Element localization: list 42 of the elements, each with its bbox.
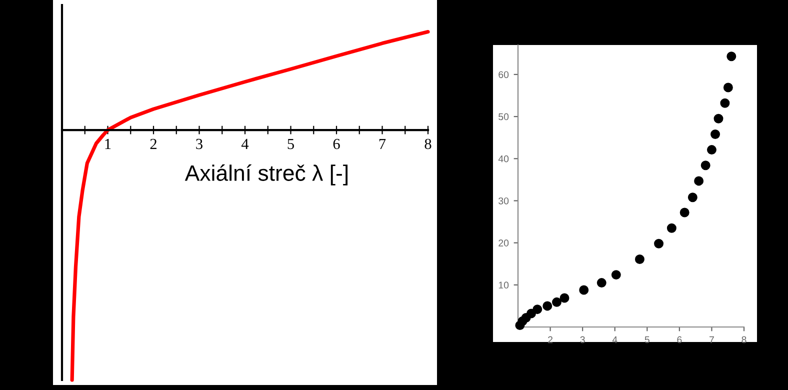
x-tick-label: 6 xyxy=(333,138,340,150)
point xyxy=(579,285,589,295)
x-axis-title: Axiální streč λ [-] xyxy=(184,164,348,186)
x-tick-label: 3 xyxy=(196,138,202,150)
point xyxy=(532,304,542,314)
x-tick-label: 7 xyxy=(379,138,386,149)
x-tick-label: 5 xyxy=(288,138,294,150)
point xyxy=(634,254,644,264)
point xyxy=(611,270,621,280)
point xyxy=(700,160,710,170)
point xyxy=(596,278,606,288)
point xyxy=(706,145,716,155)
y-tick-label: 20 xyxy=(498,240,509,246)
point xyxy=(542,301,552,311)
y-tick-label: 30 xyxy=(498,197,509,204)
x-tick-label: 7 xyxy=(710,336,714,344)
y-tick-label: 10 xyxy=(498,282,509,289)
point xyxy=(723,82,733,92)
point xyxy=(720,98,730,108)
y-tick-label: 60 xyxy=(498,71,509,78)
point xyxy=(552,297,562,307)
x-tick-label: 5 xyxy=(644,336,650,344)
x-tick-label: 6 xyxy=(677,336,682,344)
x-tick-label: 2 xyxy=(548,336,552,344)
point xyxy=(680,208,690,218)
y-tick-label: 40 xyxy=(498,155,509,162)
x-tick-label: 8 xyxy=(742,336,746,344)
x-tick-label: 8 xyxy=(424,138,432,150)
point xyxy=(560,293,570,303)
point xyxy=(714,114,724,124)
point xyxy=(694,176,704,186)
point xyxy=(654,238,664,248)
x-tick-label: 4 xyxy=(241,138,249,149)
x-tick-label: 4 xyxy=(612,336,618,344)
y-tick-label: 50 xyxy=(498,113,509,120)
x-tick-label: 3 xyxy=(580,336,585,344)
point xyxy=(726,52,736,62)
point xyxy=(666,223,676,233)
point xyxy=(688,192,698,202)
point xyxy=(710,129,720,139)
x-tick-label: 2 xyxy=(150,138,156,149)
x-tick-label: 1 xyxy=(105,138,111,149)
